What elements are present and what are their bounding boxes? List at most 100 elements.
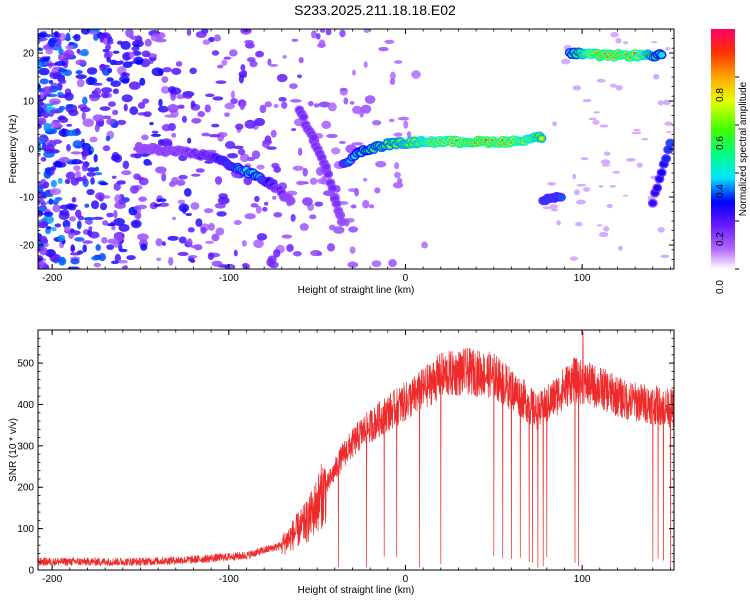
spectrogram-noise-blob [80,106,91,113]
spectrogram-noise-blob [272,195,277,200]
spectrogram-noise-blob [113,210,118,219]
spectrogram-noise-blob [138,196,147,202]
spectrogram-noise-blob [175,61,183,67]
spectrogram-noise-blob [289,83,298,89]
spectrogram-noise-blob [333,226,345,234]
spectrogram-noise-blob [155,166,167,174]
spectrogram-noise-blob [211,233,220,242]
spectrogram-noise-blob [75,209,82,218]
spectrogram-noise-blob [64,92,74,101]
spectrogram-noise-blob [126,255,136,261]
spectrogram-noise-blob [50,226,57,232]
spectrogram-y-tick-label: -10 [20,193,35,204]
spectrogram-noise-blob [82,96,88,105]
spectrogram-noise-blob [38,117,47,126]
spectrogram-noise-blob [86,167,97,173]
spectrogram-noise-blob [603,151,611,156]
spectrogram-noise-blob [107,67,113,74]
spectrogram-noise-blob [314,201,324,207]
spectrogram-noise-blob [106,56,111,63]
spectrogram-y-tick-label: 20 [23,49,35,60]
spectrogram-noise-blob [232,145,244,150]
spectrogram-noise-blob [641,137,649,141]
spectrogram-noise-blob [375,160,387,168]
track-core [324,171,332,178]
spectrogram-noise-blob [368,204,375,209]
spectrogram-noise-blob [150,33,162,42]
spectrogram-noise-blob [195,218,203,227]
spectrogram-noise-blob [178,236,187,244]
spectrogram-noise-blob [281,234,293,239]
spectrogram-noise-blob [66,123,73,127]
spectrogram-noise-blob [158,98,163,107]
spectrogram-noise-blob [636,162,643,168]
spectrogram-noise-blob [254,117,266,127]
spectrogram-noise-blob [81,163,88,172]
spectrogram-noise-blob [132,220,139,227]
spectrogram-noise-blob [116,119,127,126]
spectrogram-noise-blob [89,30,96,35]
spectrogram-noise-blob [267,58,272,66]
spectrogram-noise-blob [598,184,604,188]
spectrogram-noise-blob [311,30,317,39]
spectrogram-noise-blob [178,154,188,162]
track-core [322,163,330,170]
spectrogram-noise-blob [102,38,108,45]
spectrogram-noise-blob [216,211,227,217]
spectrogram-noise-blob [92,216,104,220]
spectrogram-noise-blob [45,48,54,55]
spectrogram-noise-blob [61,209,70,217]
spectrogram-noise-blob [160,86,170,94]
spectrogram-noise-blob [596,78,606,83]
spectrogram-noise-blob [296,180,305,186]
spectrogram-noise-blob [309,177,318,185]
spectrogram-noise-blob [118,248,128,253]
spectrogram-noise-blob [187,227,195,233]
spectrogram-noise-blob [596,224,603,227]
spectrogram-noise-blob [38,261,47,268]
spectrogram-noise-blob [207,252,215,260]
spectrogram-noise-blob [50,69,59,73]
spectrogram-noise-blob [172,216,177,221]
spectrogram-noise-blob [246,156,256,162]
spectrogram-noise-blob [315,33,321,40]
spectrogram-noise-blob [70,151,82,155]
spectrogram-noise-blob [211,50,220,56]
spectrogram-noise-blob [80,48,89,57]
spectrogram-noise-blob [237,148,246,156]
spectrogram-noise-blob [70,244,75,253]
snr-y-axis-label: SNR (10 * v/v) [8,418,19,482]
spectrogram-noise-blob [191,117,202,124]
spectrogram-noise-blob [88,150,93,155]
spectrogram-noise-blob [615,37,622,44]
spectrogram-noise-blob [64,178,71,185]
spectrogram-noise-blob [178,174,188,180]
spectrogram-noise-blob [54,223,62,228]
spectrogram-noise-blob [583,187,591,192]
spectrogram-noise-blob [121,72,128,77]
spectrogram-noise-blob [40,156,47,162]
spectrogram-noise-blob [73,165,81,171]
spectrogram-noise-blob [200,226,207,234]
spectrogram-noise-blob [129,185,139,194]
snr-x-axis-label: Height of straight line (km) [298,585,415,596]
spectrogram-noise-blob [270,129,277,138]
spectrogram-noise-blob [253,239,264,249]
spectrogram-noise-blob [38,106,44,115]
spectrogram-noise-blob [388,259,397,268]
spectrogram-noise-blob [343,97,349,105]
spectrogram-noise-blob [319,29,326,33]
spectrogram-noise-blob [354,188,359,197]
spectrogram-noise-blob [271,162,280,169]
spectrogram-noise-blob [164,114,176,118]
spectrogram-noise-blob [176,94,185,100]
snr-x-tick-label: -100 [219,574,239,585]
spectrogram-noise-blob [106,212,114,218]
spectrogram-noise-blob [128,81,141,90]
snr-frame [37,329,675,571]
track-core [655,175,663,182]
spectrogram-noise-blob [281,101,288,110]
spectrogram-noise-blob [62,219,71,229]
spectrogram-noise-blob [130,153,138,158]
